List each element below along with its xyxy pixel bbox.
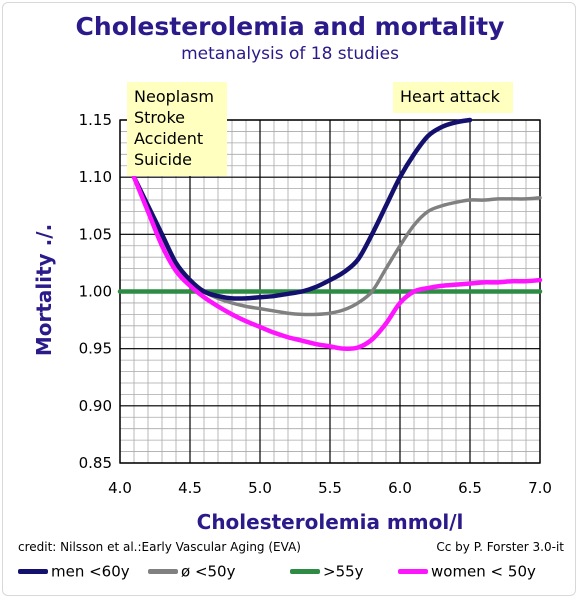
annotation-box xyxy=(393,82,513,113)
legend: men <60y ø <50y >55y women < 50y xyxy=(18,562,578,584)
series-men-under-60-line xyxy=(131,117,473,301)
x-tick-label: 5.0 xyxy=(248,479,272,497)
legend-item-over-55: >55y xyxy=(290,562,364,584)
x-axis-label: Cholesterolemia mmol/l xyxy=(196,510,464,534)
chart-subtitle: metanalysis of 18 studies xyxy=(181,44,399,64)
legend-item-men-under-60: men <60y xyxy=(18,562,130,584)
y-tick-label: 1.15 xyxy=(79,111,112,129)
annotation-text: Suicide xyxy=(134,150,192,169)
legend-item-under-50: ø <50y xyxy=(148,562,235,584)
y-tick-label: 0.95 xyxy=(79,340,112,358)
legend-item-women-under-50: women < 50y xyxy=(398,562,536,584)
legend-label: men <60y xyxy=(51,562,130,581)
legend-swatch xyxy=(398,569,428,574)
series-layer xyxy=(117,117,543,352)
legend-swatch xyxy=(18,569,48,574)
y-tick-label: 1.05 xyxy=(79,225,112,243)
legend-swatch xyxy=(148,569,178,574)
credit-license: Cc by P. Forster 3.0-it xyxy=(436,540,564,554)
legend-label: ø <50y xyxy=(181,562,236,581)
annotation-heart-attack: Heart attack xyxy=(393,82,513,113)
x-tick-label: 7.0 xyxy=(528,479,552,497)
x-tick-label: 4.5 xyxy=(178,479,202,497)
annotation-text: Stroke xyxy=(134,108,185,127)
y-axis-ticks: 0.85 0.90 0.95 1.00 1.05 1.10 1.15 xyxy=(79,111,112,472)
y-tick-label: 0.90 xyxy=(79,397,112,415)
annotation-box xyxy=(127,82,227,176)
x-axis-ticks: 4.0 4.5 5.0 5.5 6.0 6.5 7.0 xyxy=(108,479,552,497)
legend-label: women < 50y xyxy=(431,562,536,581)
x-tick-label: 4.0 xyxy=(108,479,132,497)
chart-frame xyxy=(2,2,576,596)
x-tick-label: 6.5 xyxy=(458,479,482,497)
y-tick-label: 0.85 xyxy=(79,454,112,472)
annotations: Neoplasm Stroke Accident Suicide Heart attac… xyxy=(127,82,513,176)
credit-source: credit: Nilsson et al.:Early Vascular Ag… xyxy=(18,540,301,554)
y-tick-label: 1.00 xyxy=(79,283,112,301)
y-axis-label: Mortality ./. xyxy=(32,223,56,357)
y-tick-label: 1.10 xyxy=(79,168,112,186)
legend-label: >55y xyxy=(323,562,364,581)
annotation-low-cholesterol-causes: Neoplasm Stroke Accident Suicide xyxy=(127,82,227,176)
annotation-text: Heart attack xyxy=(400,87,501,106)
annotation-text: Neoplasm xyxy=(134,87,214,106)
legend-swatch xyxy=(290,569,320,574)
x-tick-label: 6.0 xyxy=(388,479,412,497)
x-tick-label: 5.5 xyxy=(318,479,342,497)
series-women-under-50-line xyxy=(131,174,543,352)
annotation-text: Accident xyxy=(134,129,203,148)
chart-title: Cholesterolemia and mortality xyxy=(75,12,505,41)
